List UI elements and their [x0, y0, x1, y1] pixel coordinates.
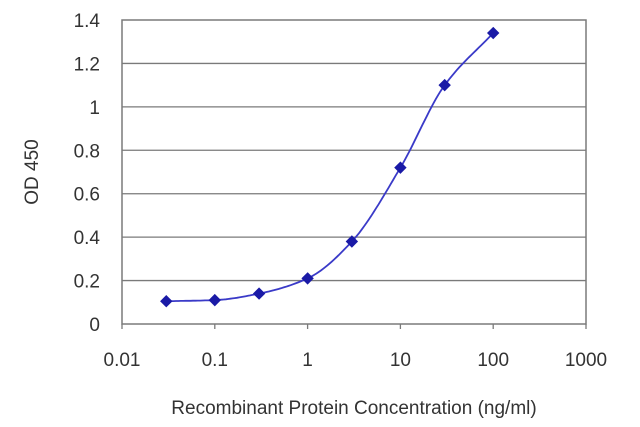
y-tick-label: 0.4: [74, 228, 101, 249]
data-point: [486, 26, 500, 40]
data-point: [160, 294, 173, 308]
data-point: [252, 287, 266, 300]
x-tick-label: 0.1: [202, 350, 228, 371]
y-tick-label: 1.2: [74, 54, 100, 75]
x-tick-label: 100: [477, 350, 509, 371]
data-point: [394, 161, 407, 174]
y-tick-label: 0.8: [74, 141, 100, 162]
data-point: [301, 272, 314, 285]
y-tick-label: 1.4: [74, 11, 101, 32]
y-tick-label: 0.2: [74, 272, 100, 293]
data-points: [160, 26, 500, 308]
y-axis-ticks: 0 0.2 0.4 0.6 0.8 1 1.2 1.4: [74, 11, 101, 336]
y-tick-label: 1: [89, 98, 100, 119]
x-axis-title: Recombinant Protein Concentration (ng/ml…: [171, 398, 536, 419]
x-tick-label: 1: [302, 350, 313, 371]
plot-area: [121, 19, 587, 325]
y-tick-label: 0.6: [74, 185, 100, 206]
grid-lines: [122, 62, 586, 282]
fit-curve-line: [166, 32, 494, 303]
x-tick-label: 10: [390, 350, 411, 371]
data-point: [345, 235, 359, 248]
data-point: [208, 293, 222, 307]
x-tick-label: 1000: [565, 350, 607, 371]
x-tick-label: 0.01: [104, 350, 141, 371]
x-axis-ticks: 0.01 0.1 1 10 100 1000: [104, 324, 607, 371]
y-tick-label: 0: [89, 315, 100, 336]
plot-frame: [121, 19, 587, 325]
y-axis-title: OD 450: [22, 139, 43, 204]
data-point: [438, 78, 451, 92]
